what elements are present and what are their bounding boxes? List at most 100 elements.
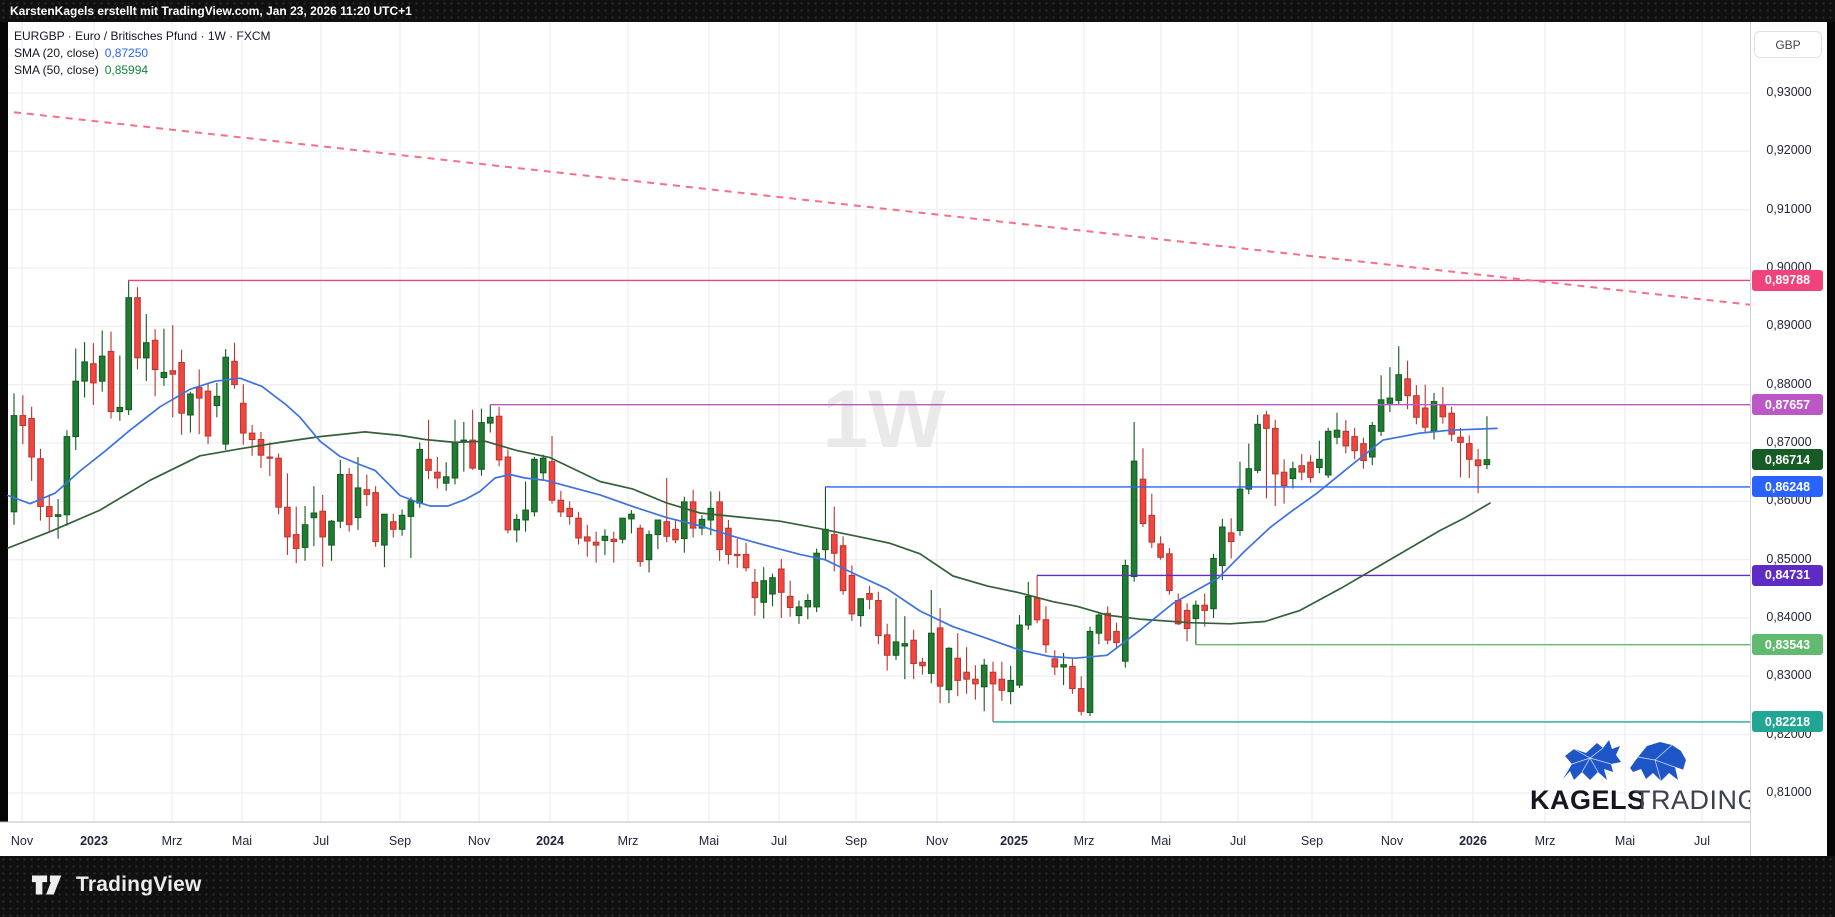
- candle-up: [1016, 624, 1023, 686]
- candle-down: [495, 415, 503, 461]
- candle-up: [1210, 558, 1217, 610]
- bull-icon-facets: [1571, 747, 1612, 773]
- candle-down: [469, 439, 476, 469]
- tradingview-logo-icon[interactable]: [32, 873, 66, 897]
- candle-down: [1227, 532, 1235, 542]
- candle-up: [1386, 397, 1394, 404]
- time-axis-label: Jul: [1230, 834, 1246, 848]
- sma50-legend[interactable]: SMA (50, close) 0,85994: [14, 62, 271, 79]
- candle-up: [143, 342, 150, 359]
- candle-down: [390, 521, 397, 530]
- candle-up: [980, 664, 988, 688]
- price-axis[interactable]: GBP 0,93000 0,92000 0,91000 0,90000 0,89000 0…: [1750, 22, 1827, 856]
- price-tag-0,83543: 0,83543: [1752, 634, 1823, 656]
- candle-down: [716, 501, 723, 551]
- time-axis-label: Nov: [926, 834, 949, 848]
- time-axis-label: 2026: [1459, 834, 1487, 848]
- candle-down: [1280, 471, 1288, 487]
- tradingview-logo-text[interactable]: TradingView: [76, 873, 202, 896]
- currency-button[interactable]: GBP: [1754, 31, 1822, 58]
- candle-up: [1192, 604, 1200, 620]
- candle-up: [795, 606, 803, 617]
- sma20-legend[interactable]: SMA (20, close) 0,87250: [14, 45, 271, 62]
- candle-up: [1430, 401, 1438, 432]
- price-axis-label: 0,81000: [1766, 784, 1812, 799]
- sma50-label: SMA (50, close): [14, 63, 99, 77]
- candle-down: [504, 456, 512, 531]
- candle-down: [910, 639, 917, 665]
- candle-down: [831, 534, 838, 554]
- candle-down: [134, 297, 141, 359]
- candle-up: [654, 519, 662, 536]
- candle-down: [1360, 443, 1367, 462]
- candle-up: [1025, 595, 1032, 626]
- candle-down: [1113, 630, 1120, 644]
- candle-down: [345, 474, 353, 526]
- candle-down: [1474, 459, 1482, 467]
- candle-down: [1077, 688, 1085, 712]
- candle-up: [628, 513, 635, 520]
- candle-down: [1148, 514, 1156, 543]
- candle-up: [1007, 679, 1015, 693]
- candle-up: [928, 632, 935, 674]
- sma20-line: [7, 377, 1498, 660]
- candle-up: [328, 520, 335, 546]
- candle-down: [963, 671, 970, 680]
- candle-up: [72, 380, 80, 438]
- candle-down: [1042, 619, 1050, 646]
- candle-up: [698, 518, 706, 529]
- candle-up: [1289, 468, 1297, 480]
- time-axis-label: Mrz: [618, 834, 639, 848]
- candle-down: [169, 370, 177, 375]
- chart-canvas[interactable]: 1W Nov 2023 Mrz Mai Jul Sep Nov 2024 Mrz Mai Jul Se…: [0, 22, 1759, 856]
- time-axis-label: Mrz: [1074, 834, 1095, 848]
- time-axis-label: Mai: [1615, 834, 1635, 848]
- time-axis-label: Nov: [1381, 834, 1404, 848]
- time-axis-label: Sep: [1301, 834, 1323, 848]
- symbol-title[interactable]: EURGBP · Euro / Britisches Pfund · 1W · …: [14, 29, 271, 43]
- candle-down: [751, 581, 759, 599]
- candle-down: [1404, 378, 1411, 397]
- candle-up: [381, 513, 388, 546]
- time-axis-strip[interactable]: [0, 822, 1750, 856]
- time-axis-label: 2023: [80, 834, 108, 848]
- candle-down: [919, 661, 926, 667]
- candle-down: [1139, 478, 1147, 525]
- time-axis-labels: Nov 2023 Mrz Mai Jul Sep Nov 2024 Mrz Mai Jul Sep No…: [11, 834, 1710, 848]
- candle-up: [769, 577, 776, 595]
- candle-up: [63, 436, 71, 516]
- candle-up: [804, 600, 812, 608]
- bull-icon: [1563, 740, 1621, 780]
- candle-down: [875, 600, 882, 636]
- candle-up: [81, 361, 88, 382]
- candle-up: [416, 448, 423, 504]
- candle-up: [1333, 429, 1341, 438]
- candle-up: [1324, 430, 1332, 476]
- price-axis-label: 0,83000: [1766, 668, 1812, 683]
- candle-down: [672, 528, 679, 541]
- candle-down: [584, 536, 591, 542]
- candle-up: [892, 641, 900, 656]
- time-axis-label: Nov: [11, 834, 34, 848]
- candle-down: [28, 418, 35, 458]
- candle-up: [539, 457, 547, 474]
- candle-up: [645, 534, 653, 561]
- candle-up: [822, 528, 829, 551]
- time-axis-label: Sep: [389, 834, 411, 848]
- legend: EURGBP · Euro / Britisches Pfund · 1W · …: [14, 28, 271, 79]
- candle-up: [442, 476, 450, 484]
- candle-up: [407, 500, 415, 517]
- price-tag-0,82218: 0,82218: [1752, 711, 1823, 733]
- sma20-label: SMA (20, close): [14, 46, 99, 60]
- price-axis-label: 0,85000: [1766, 551, 1812, 566]
- candle-down: [1439, 405, 1447, 418]
- candle-down: [1448, 412, 1456, 435]
- candle-down: [248, 432, 256, 441]
- time-axis-label: Jul: [1694, 834, 1710, 848]
- time-axis-label: Jul: [771, 834, 787, 848]
- price-tag-0,87657: 0,87657: [1752, 394, 1823, 416]
- time-axis-label: Mai: [232, 834, 252, 848]
- candle-up: [901, 643, 909, 647]
- candle-down: [636, 527, 644, 562]
- chart-pane[interactable]: 1W Nov 2023 Mrz Mai Jul Sep Nov 2024 Mrz Mai Jul Se…: [0, 22, 1759, 856]
